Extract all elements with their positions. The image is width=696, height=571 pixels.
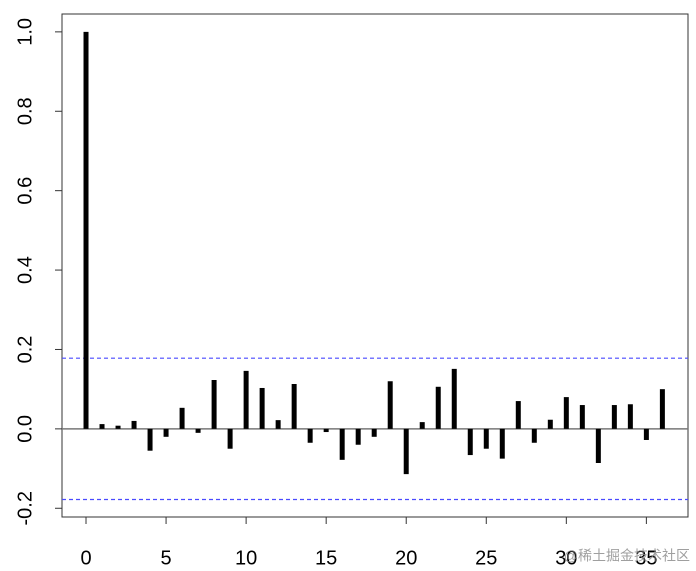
y-tick-label: 0.6	[14, 177, 36, 205]
y-tick-label: -0.2	[14, 491, 36, 525]
x-tick-label: 5	[161, 547, 172, 569]
y-tick-label: 0.4	[14, 256, 36, 284]
y-tick-label: 0.0	[14, 415, 36, 443]
x-tick-label: 10	[235, 547, 257, 569]
x-tick-label: 20	[395, 547, 417, 569]
plot-frame	[61, 13, 689, 518]
watermark: @稀土掘金技术社区	[564, 548, 690, 564]
x-tick-label: 30	[555, 547, 577, 569]
y-tick-label: 0.8	[14, 97, 36, 125]
y-tick-label: 0.2	[14, 336, 36, 364]
x-tick-label: 15	[315, 547, 337, 569]
y-tick-label: 1.0	[14, 18, 36, 46]
x-tick-label: 35	[635, 547, 657, 569]
x-tick-label: 25	[475, 547, 497, 569]
x-tick-label: 0	[80, 547, 91, 569]
